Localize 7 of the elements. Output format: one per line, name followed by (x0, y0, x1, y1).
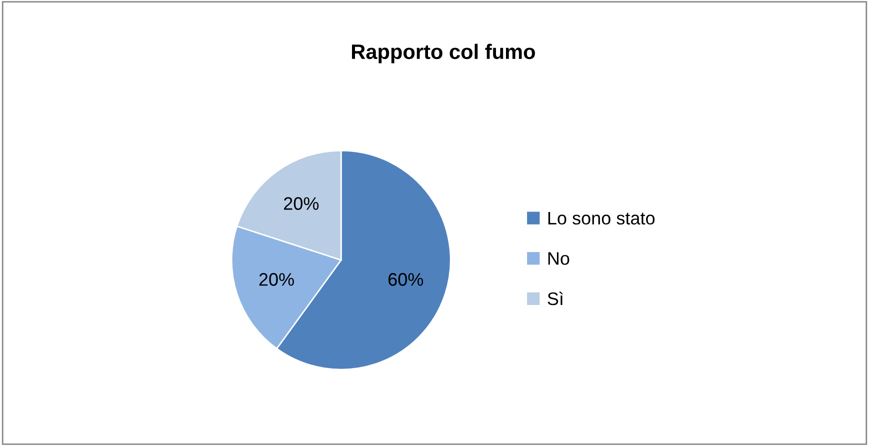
chart-title: Rapporto col fumo (352, 44, 535, 64)
legend-label: Lo sono stato (548, 212, 655, 225)
data-label: 20% (259, 273, 294, 286)
legend-label: No (548, 252, 570, 265)
data-label: 20% (284, 197, 319, 210)
data-label: 60% (388, 273, 424, 286)
legend-label: Sì (548, 292, 563, 306)
